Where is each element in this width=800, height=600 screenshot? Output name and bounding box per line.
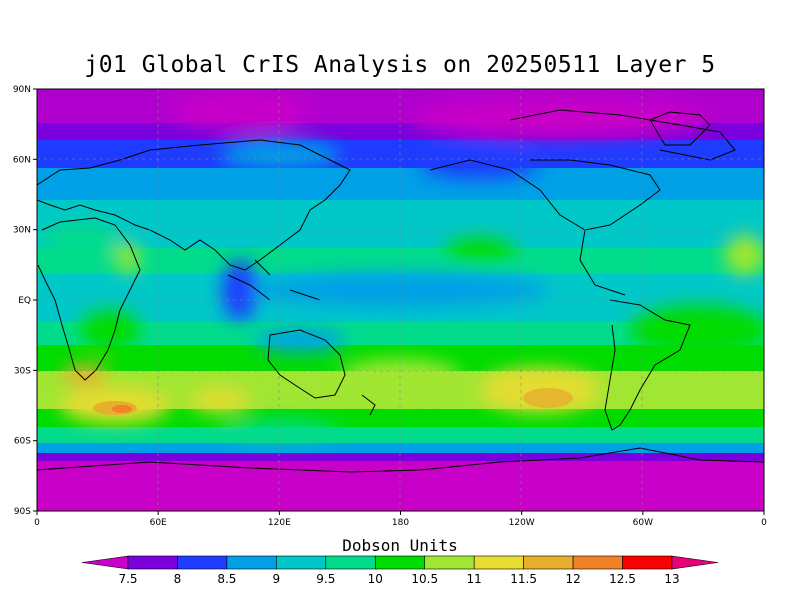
colorbar-label: 9 (273, 572, 281, 586)
x-tick-label: 0 (761, 518, 767, 528)
coastlines (37, 109, 764, 473)
colorbar-label: 10.5 (411, 572, 438, 586)
colorbar-label: 8.5 (217, 572, 236, 586)
y-tick-label: 90N (13, 85, 31, 95)
colorbar-swatch (424, 555, 475, 570)
colorbar: 7.5 8 8.5 9 9.5 10 10.5 11 11.5 12 12.5 13 (81, 555, 719, 586)
colorbar-swatch (622, 555, 673, 570)
x-tick-label: 60E (150, 518, 167, 528)
colorbar-swatch (523, 555, 574, 570)
colorbar-label: 10 (368, 572, 383, 586)
y-tick-label: 30N (13, 226, 31, 236)
colorbar-label: 12.5 (609, 572, 636, 586)
colorbar-low-arrow (81, 555, 129, 570)
x-tick-label: 0 (34, 518, 40, 528)
colorbar-label: 13 (664, 572, 679, 586)
y-tick-label: EQ (18, 296, 31, 306)
x-tick-label: 180 (392, 518, 409, 528)
y-tick-label: 60S (14, 437, 31, 447)
colorbar-swatch (473, 555, 524, 570)
colorbar-label: 8 (174, 572, 182, 586)
graticule (37, 89, 764, 511)
x-tick-label: 120W (509, 518, 535, 528)
colorbar-label: 7.5 (118, 572, 137, 586)
colorbar-high-arrow (671, 555, 719, 570)
colorbar-swatch (127, 555, 178, 570)
colorbar-label: 11.5 (510, 572, 537, 586)
colorbar-title: Dobson Units (342, 536, 458, 555)
y-tick-label: 60N (13, 155, 31, 165)
colorbar-swatch (374, 555, 426, 570)
y-tick-label: 30S (14, 366, 31, 376)
y-tick-label: 90S (14, 507, 31, 517)
x-tick-label: 120E (268, 518, 291, 528)
colorbar-swatch (177, 555, 228, 570)
colorbar-label: 12 (565, 572, 580, 586)
colorbar-swatch (226, 555, 277, 570)
colorbar-swatch (276, 555, 327, 570)
ozone-field (37, 89, 764, 511)
colorbar-swatch (572, 555, 623, 570)
colorbar-label: 9.5 (316, 572, 335, 586)
map-title: j01 Global CrIS Analysis on 20250511 Lay… (84, 52, 716, 78)
x-tick-label: 60W (633, 518, 653, 528)
colorbar-label: 11 (467, 572, 482, 586)
colorbar-swatch (325, 555, 376, 570)
